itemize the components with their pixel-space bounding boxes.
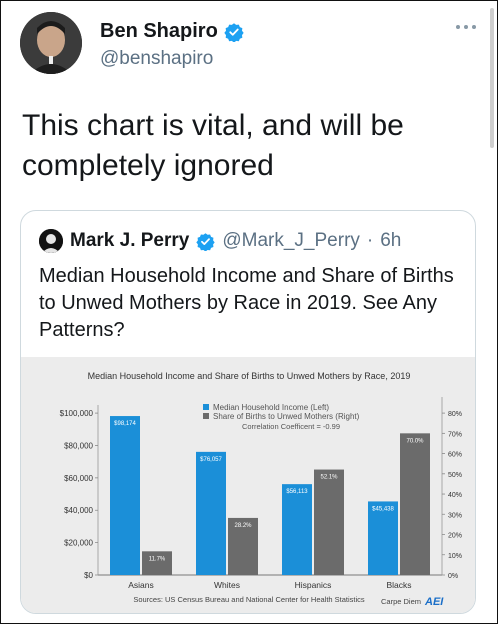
bar-income [282, 484, 312, 575]
right-tick-label: 60% [448, 452, 462, 459]
legend-swatch-births [203, 413, 209, 419]
quoted-tweet-header: Mark J. Perry @Mark_J_Perry · 6h [39, 229, 401, 253]
right-tick-label: 40% [448, 492, 462, 499]
avatar-image [20, 12, 82, 74]
bar-income [368, 501, 398, 575]
left-tick-label: $60,000 [64, 474, 93, 483]
quoted-avatar-image [39, 229, 63, 253]
author-name[interactable]: Ben Shapiro [100, 20, 218, 42]
quoted-tweet[interactable]: Mark J. Perry @Mark_J_Perry · 6h Median … [20, 210, 476, 614]
bar-births [228, 517, 258, 575]
bar-births [314, 469, 344, 575]
right-tick-label: 80% [448, 411, 462, 418]
right-tick-label: 20% [448, 533, 462, 540]
left-tick-label: $0 [84, 571, 93, 580]
legend-swatch-income [203, 404, 209, 410]
quoted-author-name[interactable]: Mark J. Perry [70, 230, 190, 251]
author-line: Ben Shapiro [100, 20, 244, 43]
legend-label-births: Share of Births to Unwed Mothers (Right) [213, 412, 360, 421]
tweet-header: Ben Shapiro @benshapiro [20, 12, 480, 76]
x-tick-label: Blacks [386, 580, 411, 590]
data-label: $76,057 [200, 457, 222, 463]
chart-image[interactable]: Median Household Income and Share of Bir… [21, 357, 475, 613]
quoted-time[interactable]: 6h [380, 230, 402, 251]
legend-label-income: Median Household Income (Left) [213, 403, 329, 412]
x-tick-label: Whites [214, 580, 240, 590]
chart-title: Median Household Income and Share of Bir… [88, 371, 411, 381]
chart-source: Sources: US Census Bureau and National C… [133, 595, 365, 604]
chart-svg: Median Household Income and Share of Bir… [60, 371, 462, 608]
quoted-author-handle[interactable]: @Mark_J_Perry [222, 230, 360, 251]
bar-income [110, 416, 140, 575]
data-label: $98,174 [114, 421, 136, 427]
left-tick-label: $80,000 [64, 441, 93, 450]
x-tick-label: Asians [128, 580, 154, 590]
author-handle[interactable]: @benshapiro [100, 48, 214, 69]
avatar[interactable] [20, 12, 82, 74]
verified-badge-icon [196, 232, 216, 251]
bar-income [196, 451, 226, 575]
bar-births [400, 433, 430, 575]
data-label: $45,438 [372, 506, 394, 512]
right-tick-label: 50% [448, 472, 462, 479]
verified-badge-icon [224, 22, 244, 42]
data-label: 11.7% [149, 556, 166, 562]
aei-logo: AEI [424, 596, 444, 608]
quoted-tweet-text: Median Household Income and Share of Bir… [39, 265, 454, 341]
right-tick-label: 30% [448, 512, 462, 519]
scrollbar[interactable] [490, 8, 494, 148]
separator-dot: · [366, 230, 374, 251]
x-tick-label: Hispanics [295, 580, 332, 590]
right-tick-label: 70% [448, 431, 462, 438]
data-label: 28.2% [234, 523, 252, 529]
data-label: $56,113 [286, 489, 308, 495]
data-label: 52.1% [320, 475, 338, 481]
data-label: 70.0% [406, 438, 424, 444]
quoted-avatar[interactable] [39, 229, 63, 253]
left-tick-label: $20,000 [64, 539, 93, 548]
left-tick-label: $40,000 [64, 506, 93, 515]
right-tick-label: 10% [448, 553, 462, 560]
bar-births [142, 551, 172, 575]
left-tick-label: $100,000 [60, 409, 94, 418]
right-tick-label: 0% [448, 573, 458, 580]
tweet-text: This chart is vital, and will be complet… [22, 109, 404, 182]
chart-credit: Carpe Diem [381, 597, 421, 606]
chart-annotation: Correlation Coefficent = -0.99 [242, 422, 340, 431]
chart-legend: Median Household Income (Left) Share of … [203, 403, 360, 431]
more-options-icon[interactable] [454, 22, 478, 32]
